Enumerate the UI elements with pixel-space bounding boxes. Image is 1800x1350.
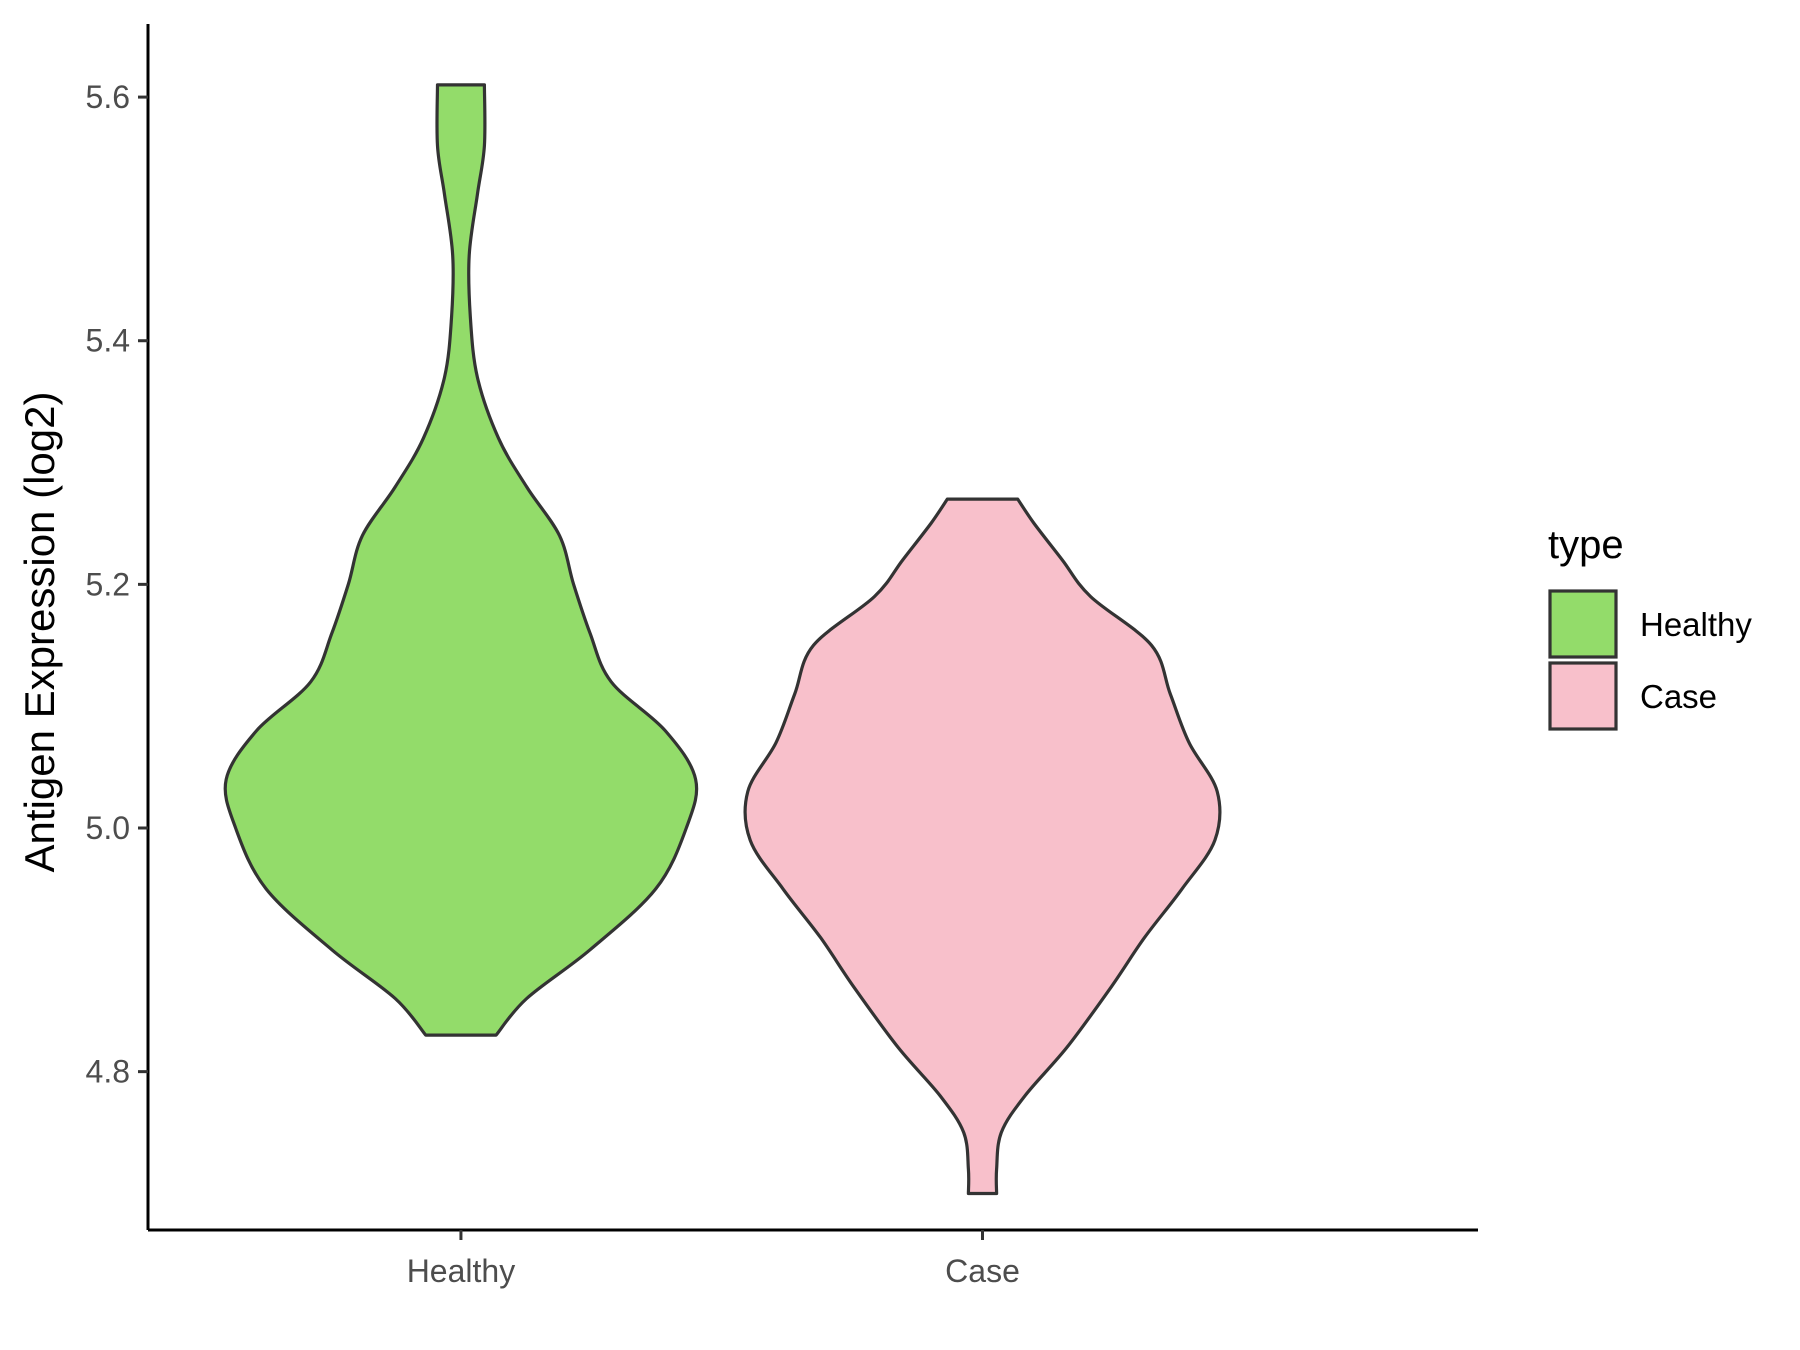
legend-label-healthy: Healthy	[1640, 606, 1752, 643]
y-tick-label: 5.6	[86, 79, 130, 115]
y-tick-label: 5.2	[86, 566, 130, 602]
legend-label-case: Case	[1640, 678, 1717, 715]
y-ticks: 4.8 5.0 5.2 5.4 5.6	[86, 79, 148, 1090]
x-tick-label-healthy: Healthy	[407, 1253, 516, 1289]
legend-swatch-healthy	[1548, 589, 1618, 659]
y-tick-label: 5.0	[86, 810, 130, 846]
violins-layer	[223, 83, 1222, 1196]
y-tick-label: 4.8	[86, 1054, 130, 1090]
violin-case	[743, 497, 1222, 1196]
violin-healthy	[223, 83, 699, 1037]
x-tick-label-case: Case	[945, 1253, 1020, 1289]
x-ticks: Healthy Case	[407, 1230, 1020, 1289]
y-axis-title: Antigen Expression (log2)	[16, 392, 63, 873]
legend: type Healthy Case	[1548, 523, 1752, 731]
y-tick-label: 5.4	[86, 323, 130, 359]
legend-swatch-case	[1548, 661, 1618, 731]
legend-title: type	[1548, 523, 1624, 567]
